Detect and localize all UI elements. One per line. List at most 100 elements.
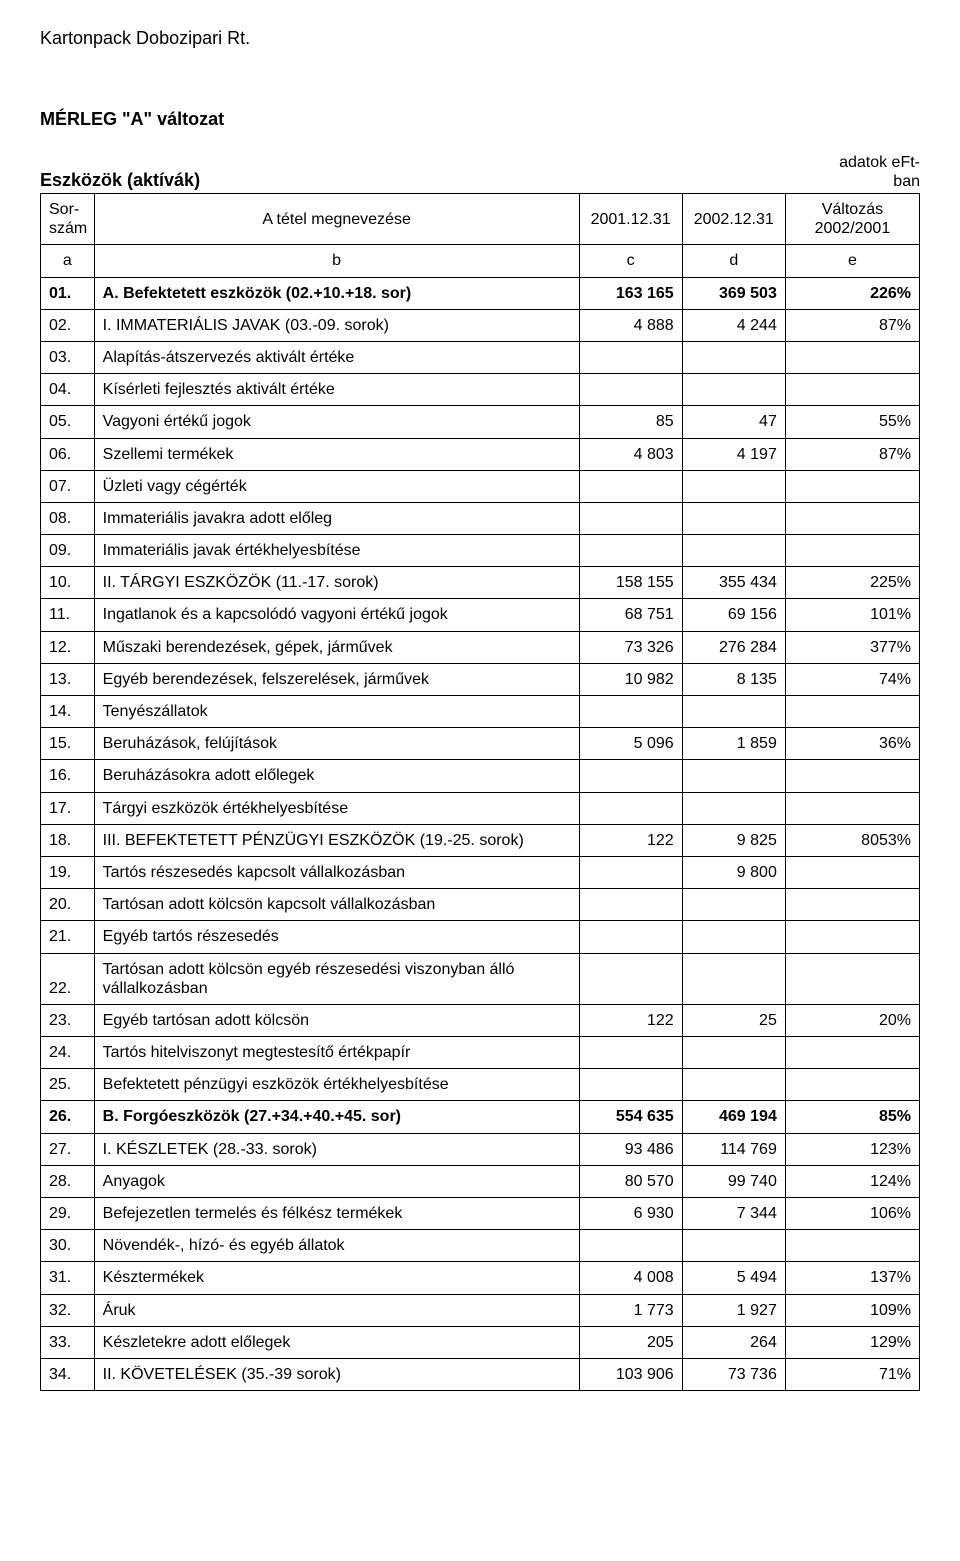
row-value-e: 109%	[785, 1294, 919, 1326]
row-number: 06.	[41, 438, 95, 470]
row-value-c	[579, 535, 682, 567]
table-row: 25.Befektetett pénzügyi eszközök értékhe…	[41, 1069, 920, 1101]
row-value-d	[682, 696, 785, 728]
row-value-d	[682, 341, 785, 373]
table-row: 32.Áruk1 7731 927109%	[41, 1294, 920, 1326]
row-value-e: 106%	[785, 1198, 919, 1230]
row-value-d: 5 494	[682, 1262, 785, 1294]
table-row: 03.Alapítás-átszervezés aktivált értéke	[41, 341, 920, 373]
table-row: 17.Tárgyi eszközök értékhelyesbítése	[41, 792, 920, 824]
row-name: Üzleti vagy cégérték	[94, 470, 579, 502]
row-value-d	[682, 535, 785, 567]
row-number: 22.	[41, 953, 95, 1004]
row-name: Anyagok	[94, 1165, 579, 1197]
row-name: Szellemi termékek	[94, 438, 579, 470]
row-name: Készletekre adott előlegek	[94, 1326, 579, 1358]
row-name: II. KÖVETELÉSEK (35.-39 sorok)	[94, 1358, 579, 1390]
row-value-e	[785, 921, 919, 953]
row-number: 30.	[41, 1230, 95, 1262]
row-number: 16.	[41, 760, 95, 792]
row-value-e: 124%	[785, 1165, 919, 1197]
row-name: Immateriális javak értékhelyesbítése	[94, 535, 579, 567]
row-value-d: 469 194	[682, 1101, 785, 1133]
document-title: MÉRLEG "A" változat	[40, 109, 920, 130]
row-name: Beruházásokra adott előlegek	[94, 760, 579, 792]
table-row: 30.Növendék-, hízó- és egyéb állatok	[41, 1230, 920, 1262]
row-value-e	[785, 374, 919, 406]
row-value-c: 205	[579, 1326, 682, 1358]
row-value-e: 137%	[785, 1262, 919, 1294]
table-row: 14.Tenyészállatok	[41, 696, 920, 728]
row-number: 01.	[41, 277, 95, 309]
row-name: Tartós hitelviszonyt megtestesítő értékp…	[94, 1037, 579, 1069]
row-name: III. BEFEKTETETT PÉNZÜGYI ESZKÖZÖK (19.-…	[94, 824, 579, 856]
row-value-c: 73 326	[579, 631, 682, 663]
table-row: 24.Tartós hitelviszonyt megtestesítő ért…	[41, 1037, 920, 1069]
row-name: Ingatlanok és a kapcsolódó vagyoni érték…	[94, 599, 579, 631]
row-value-c	[579, 374, 682, 406]
row-value-c: 1 773	[579, 1294, 682, 1326]
row-value-d: 369 503	[682, 277, 785, 309]
row-value-c: 4 803	[579, 438, 682, 470]
row-value-d: 1 859	[682, 728, 785, 760]
row-value-d: 69 156	[682, 599, 785, 631]
row-value-d	[682, 1037, 785, 1069]
row-value-c: 10 982	[579, 663, 682, 695]
row-number: 11.	[41, 599, 95, 631]
table-row: 09.Immateriális javak értékhelyesbítése	[41, 535, 920, 567]
row-value-e	[785, 341, 919, 373]
row-value-d: 9 800	[682, 856, 785, 888]
row-value-e	[785, 502, 919, 534]
units-line2: ban	[893, 173, 920, 190]
header-sorszam: Sor- szám	[41, 194, 95, 245]
row-value-e: 36%	[785, 728, 919, 760]
row-value-d	[682, 374, 785, 406]
row-value-d: 1 927	[682, 1294, 785, 1326]
table-body: 01.A. Befektetett eszközök (02.+10.+18. …	[41, 277, 920, 1391]
row-name: I. IMMATERIÁLIS JAVAK (03.-09. sorok)	[94, 309, 579, 341]
table-row: 16.Beruházásokra adott előlegek	[41, 760, 920, 792]
row-value-e: 55%	[785, 406, 919, 438]
row-value-c: 4 008	[579, 1262, 682, 1294]
row-value-e: 71%	[785, 1358, 919, 1390]
table-row: 01.A. Befektetett eszközök (02.+10.+18. …	[41, 277, 920, 309]
row-value-c: 68 751	[579, 599, 682, 631]
table-row: 28.Anyagok80 57099 740124%	[41, 1165, 920, 1197]
table-row: 34.II. KÖVETELÉSEK (35.-39 sorok)103 906…	[41, 1358, 920, 1390]
row-value-e: 87%	[785, 309, 919, 341]
table-row: 19.Tartós részesedés kapcsolt vállalkozá…	[41, 856, 920, 888]
row-value-c	[579, 889, 682, 921]
table-row: 10.II. TÁRGYI ESZKÖZÖK (11.-17. sorok)15…	[41, 567, 920, 599]
header-letter-d: d	[682, 245, 785, 277]
row-number: 17.	[41, 792, 95, 824]
row-value-d	[682, 760, 785, 792]
header-letter-b: b	[94, 245, 579, 277]
row-name: Tárgyi eszközök értékhelyesbítése	[94, 792, 579, 824]
row-number: 04.	[41, 374, 95, 406]
header-name: A tétel megnevezése	[94, 194, 579, 245]
row-value-e: 377%	[785, 631, 919, 663]
row-number: 25.	[41, 1069, 95, 1101]
header-letter-e: e	[785, 245, 919, 277]
table-row: 11.Ingatlanok és a kapcsolódó vagyoni ér…	[41, 599, 920, 631]
row-value-e	[785, 856, 919, 888]
row-value-c	[579, 1230, 682, 1262]
row-name: Növendék-, hízó- és egyéb állatok	[94, 1230, 579, 1262]
table-row: 33.Készletekre adott előlegek205264129%	[41, 1326, 920, 1358]
row-name: Befektetett pénzügyi eszközök értékhelye…	[94, 1069, 579, 1101]
row-number: 23.	[41, 1004, 95, 1036]
row-value-d: 276 284	[682, 631, 785, 663]
row-value-c	[579, 856, 682, 888]
row-value-e	[785, 760, 919, 792]
row-number: 02.	[41, 309, 95, 341]
row-value-c: 85	[579, 406, 682, 438]
table-row: 27.I. KÉSZLETEK (28.-33. sorok)93 486114…	[41, 1133, 920, 1165]
table-row: 12.Műszaki berendezések, gépek, járművek…	[41, 631, 920, 663]
row-name: A. Befektetett eszközök (02.+10.+18. sor…	[94, 277, 579, 309]
row-number: 07.	[41, 470, 95, 502]
row-value-c: 163 165	[579, 277, 682, 309]
row-value-c	[579, 760, 682, 792]
row-value-e: 101%	[785, 599, 919, 631]
row-number: 28.	[41, 1165, 95, 1197]
row-value-d	[682, 792, 785, 824]
